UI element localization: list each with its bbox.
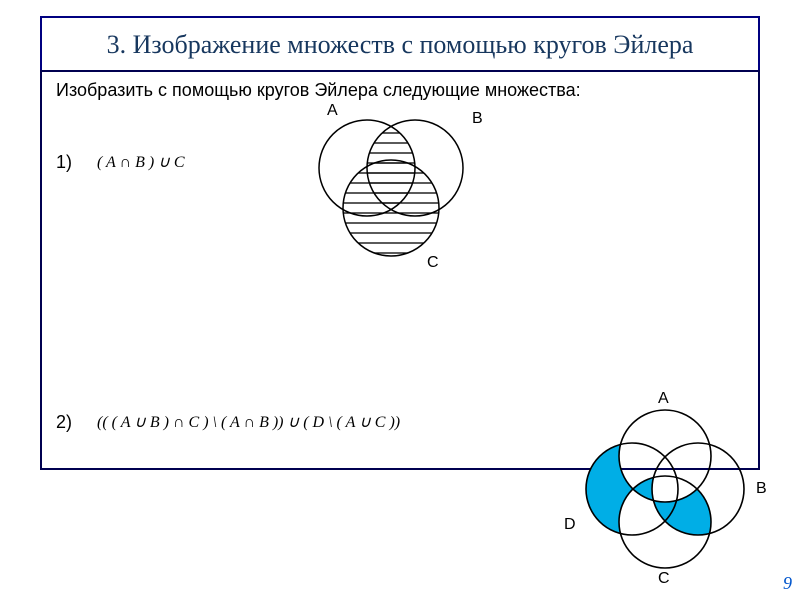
venn2-label-D: D [564,516,576,534]
venn1-label-B: B [472,110,483,128]
venn1-label-A: A [327,102,338,120]
venn-diagram-1: A B C [297,108,487,283]
instruction-text: Изобразить с помощью кругов Эйлера следу… [56,80,744,101]
slide-frame: 3. Изображение множеств с помощью кругов… [40,16,760,576]
venn1-label-C: C [427,254,439,272]
venn2-svg [570,394,770,594]
venn2-label-A: A [658,390,669,408]
item-1-formula: ( A ∩ B ) ∪ C [97,152,185,172]
slide-title: 3. Изображение множеств с помощью кругов… [107,30,694,59]
page-number: 9 [783,573,792,594]
venn2-label-C: C [658,570,670,588]
venn1-svg [297,108,487,278]
venn-diagram-2: A B C D [570,394,770,599]
item-1-number: 1) [56,152,72,173]
title-box: 3. Изображение множеств с помощью кругов… [40,16,760,70]
item-2-formula: (( ( A ∪ B ) ∩ C ) \ ( A ∩ B )) ∪ ( D \ … [97,412,400,432]
item-2-number: 2) [56,412,72,433]
venn2-label-B: B [756,480,767,498]
